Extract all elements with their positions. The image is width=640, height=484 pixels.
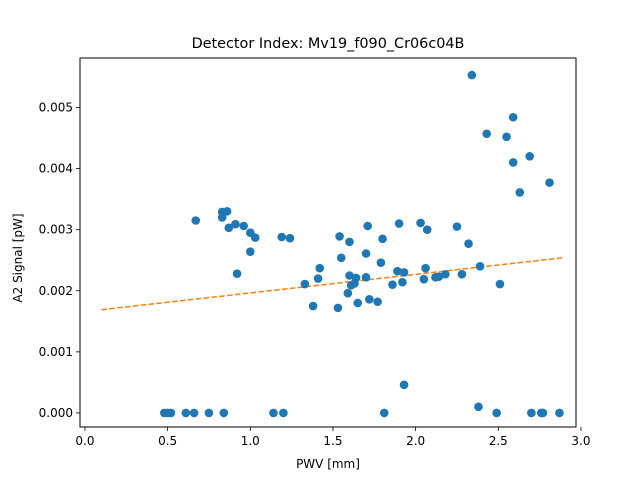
data-point bbox=[189, 408, 199, 418]
y-tick-label: 0.001 bbox=[39, 345, 73, 359]
data-point bbox=[388, 280, 397, 289]
data-point bbox=[277, 232, 287, 242]
data-point bbox=[181, 408, 191, 418]
data-point bbox=[508, 112, 518, 122]
data-point bbox=[363, 221, 372, 231]
data-point bbox=[393, 266, 402, 276]
data-point bbox=[399, 268, 409, 277]
data-point bbox=[422, 225, 432, 234]
data-point bbox=[373, 297, 382, 307]
data-point bbox=[376, 258, 386, 267]
data-point bbox=[464, 239, 473, 249]
data-point bbox=[351, 273, 361, 283]
data-point bbox=[224, 223, 234, 233]
data-point bbox=[545, 178, 554, 187]
data-point bbox=[345, 271, 354, 280]
data-point bbox=[315, 263, 325, 273]
y-tick-label: 0.005 bbox=[39, 100, 73, 114]
x-tick-label: 0.5 bbox=[158, 434, 177, 448]
data-point bbox=[482, 129, 492, 139]
data-point bbox=[245, 247, 255, 256]
data-point bbox=[419, 274, 429, 284]
data-point bbox=[204, 408, 214, 418]
data-point bbox=[239, 221, 248, 231]
y-axis-ticks: 0.000 0.001 0.002 0.003 0.004 0.005 bbox=[39, 100, 80, 420]
data-point bbox=[232, 269, 242, 278]
data-point bbox=[502, 132, 511, 142]
data-point bbox=[475, 262, 485, 271]
x-tick-label: 2.0 bbox=[406, 434, 425, 448]
data-point bbox=[269, 408, 278, 418]
x-axis-ticks: 0.0 0.5 1.0 1.5 2.0 2.5 3.0 bbox=[75, 427, 591, 448]
data-point bbox=[527, 408, 536, 418]
data-point bbox=[515, 188, 525, 197]
data-point bbox=[495, 279, 505, 289]
data-point bbox=[250, 233, 260, 242]
data-point bbox=[538, 408, 548, 418]
data-point bbox=[191, 216, 201, 225]
data-point bbox=[492, 408, 501, 418]
data-point bbox=[399, 380, 409, 390]
data-point bbox=[555, 408, 564, 418]
data-point bbox=[416, 218, 425, 228]
y-tick-label: 0.002 bbox=[39, 284, 73, 298]
data-point bbox=[361, 249, 371, 258]
data-point bbox=[353, 298, 363, 308]
x-tick-label: 0.0 bbox=[75, 434, 94, 448]
data-point bbox=[336, 253, 346, 263]
data-point bbox=[222, 207, 232, 216]
data-point bbox=[421, 263, 430, 273]
data-point bbox=[525, 152, 535, 161]
data-point bbox=[219, 408, 229, 418]
points-layer bbox=[160, 70, 564, 418]
y-tick-label: 0.003 bbox=[39, 223, 73, 237]
data-point bbox=[457, 269, 467, 279]
data-point bbox=[279, 408, 288, 418]
data-point bbox=[217, 213, 227, 222]
chart-title: Detector Index: Mv19_f090_Cr06c04B bbox=[192, 36, 465, 52]
x-tick-label: 3.0 bbox=[571, 434, 590, 448]
y-tick-label: 0.004 bbox=[39, 162, 73, 176]
x-tick-label: 2.5 bbox=[489, 434, 508, 448]
data-point bbox=[308, 301, 318, 311]
fit-line bbox=[101, 257, 563, 311]
data-point bbox=[508, 158, 518, 167]
data-point bbox=[394, 219, 404, 228]
data-point bbox=[333, 303, 343, 313]
x-tick-label: 1.0 bbox=[241, 434, 260, 448]
y-axis-label: A2 Signal [pW] bbox=[11, 213, 25, 302]
data-point bbox=[231, 219, 240, 229]
fit-line-layer bbox=[101, 257, 563, 311]
data-point bbox=[300, 279, 310, 289]
data-point bbox=[452, 222, 462, 231]
data-point bbox=[345, 237, 354, 247]
y-tick-label: 0.000 bbox=[39, 406, 73, 420]
data-point bbox=[365, 295, 374, 304]
data-point bbox=[335, 232, 344, 241]
data-point bbox=[378, 234, 387, 244]
data-point bbox=[166, 408, 176, 418]
data-point bbox=[361, 273, 371, 282]
data-point bbox=[441, 269, 450, 279]
plot-frame bbox=[79, 57, 577, 428]
data-point bbox=[379, 408, 389, 418]
data-point bbox=[398, 277, 407, 287]
data-point bbox=[343, 288, 353, 298]
data-point bbox=[474, 402, 483, 412]
x-axis-label: PWV [mm] bbox=[296, 457, 360, 471]
x-tick-label: 1.5 bbox=[323, 434, 342, 448]
data-point bbox=[285, 233, 295, 243]
data-point bbox=[467, 70, 477, 80]
data-point bbox=[434, 272, 444, 282]
data-point bbox=[313, 274, 323, 283]
